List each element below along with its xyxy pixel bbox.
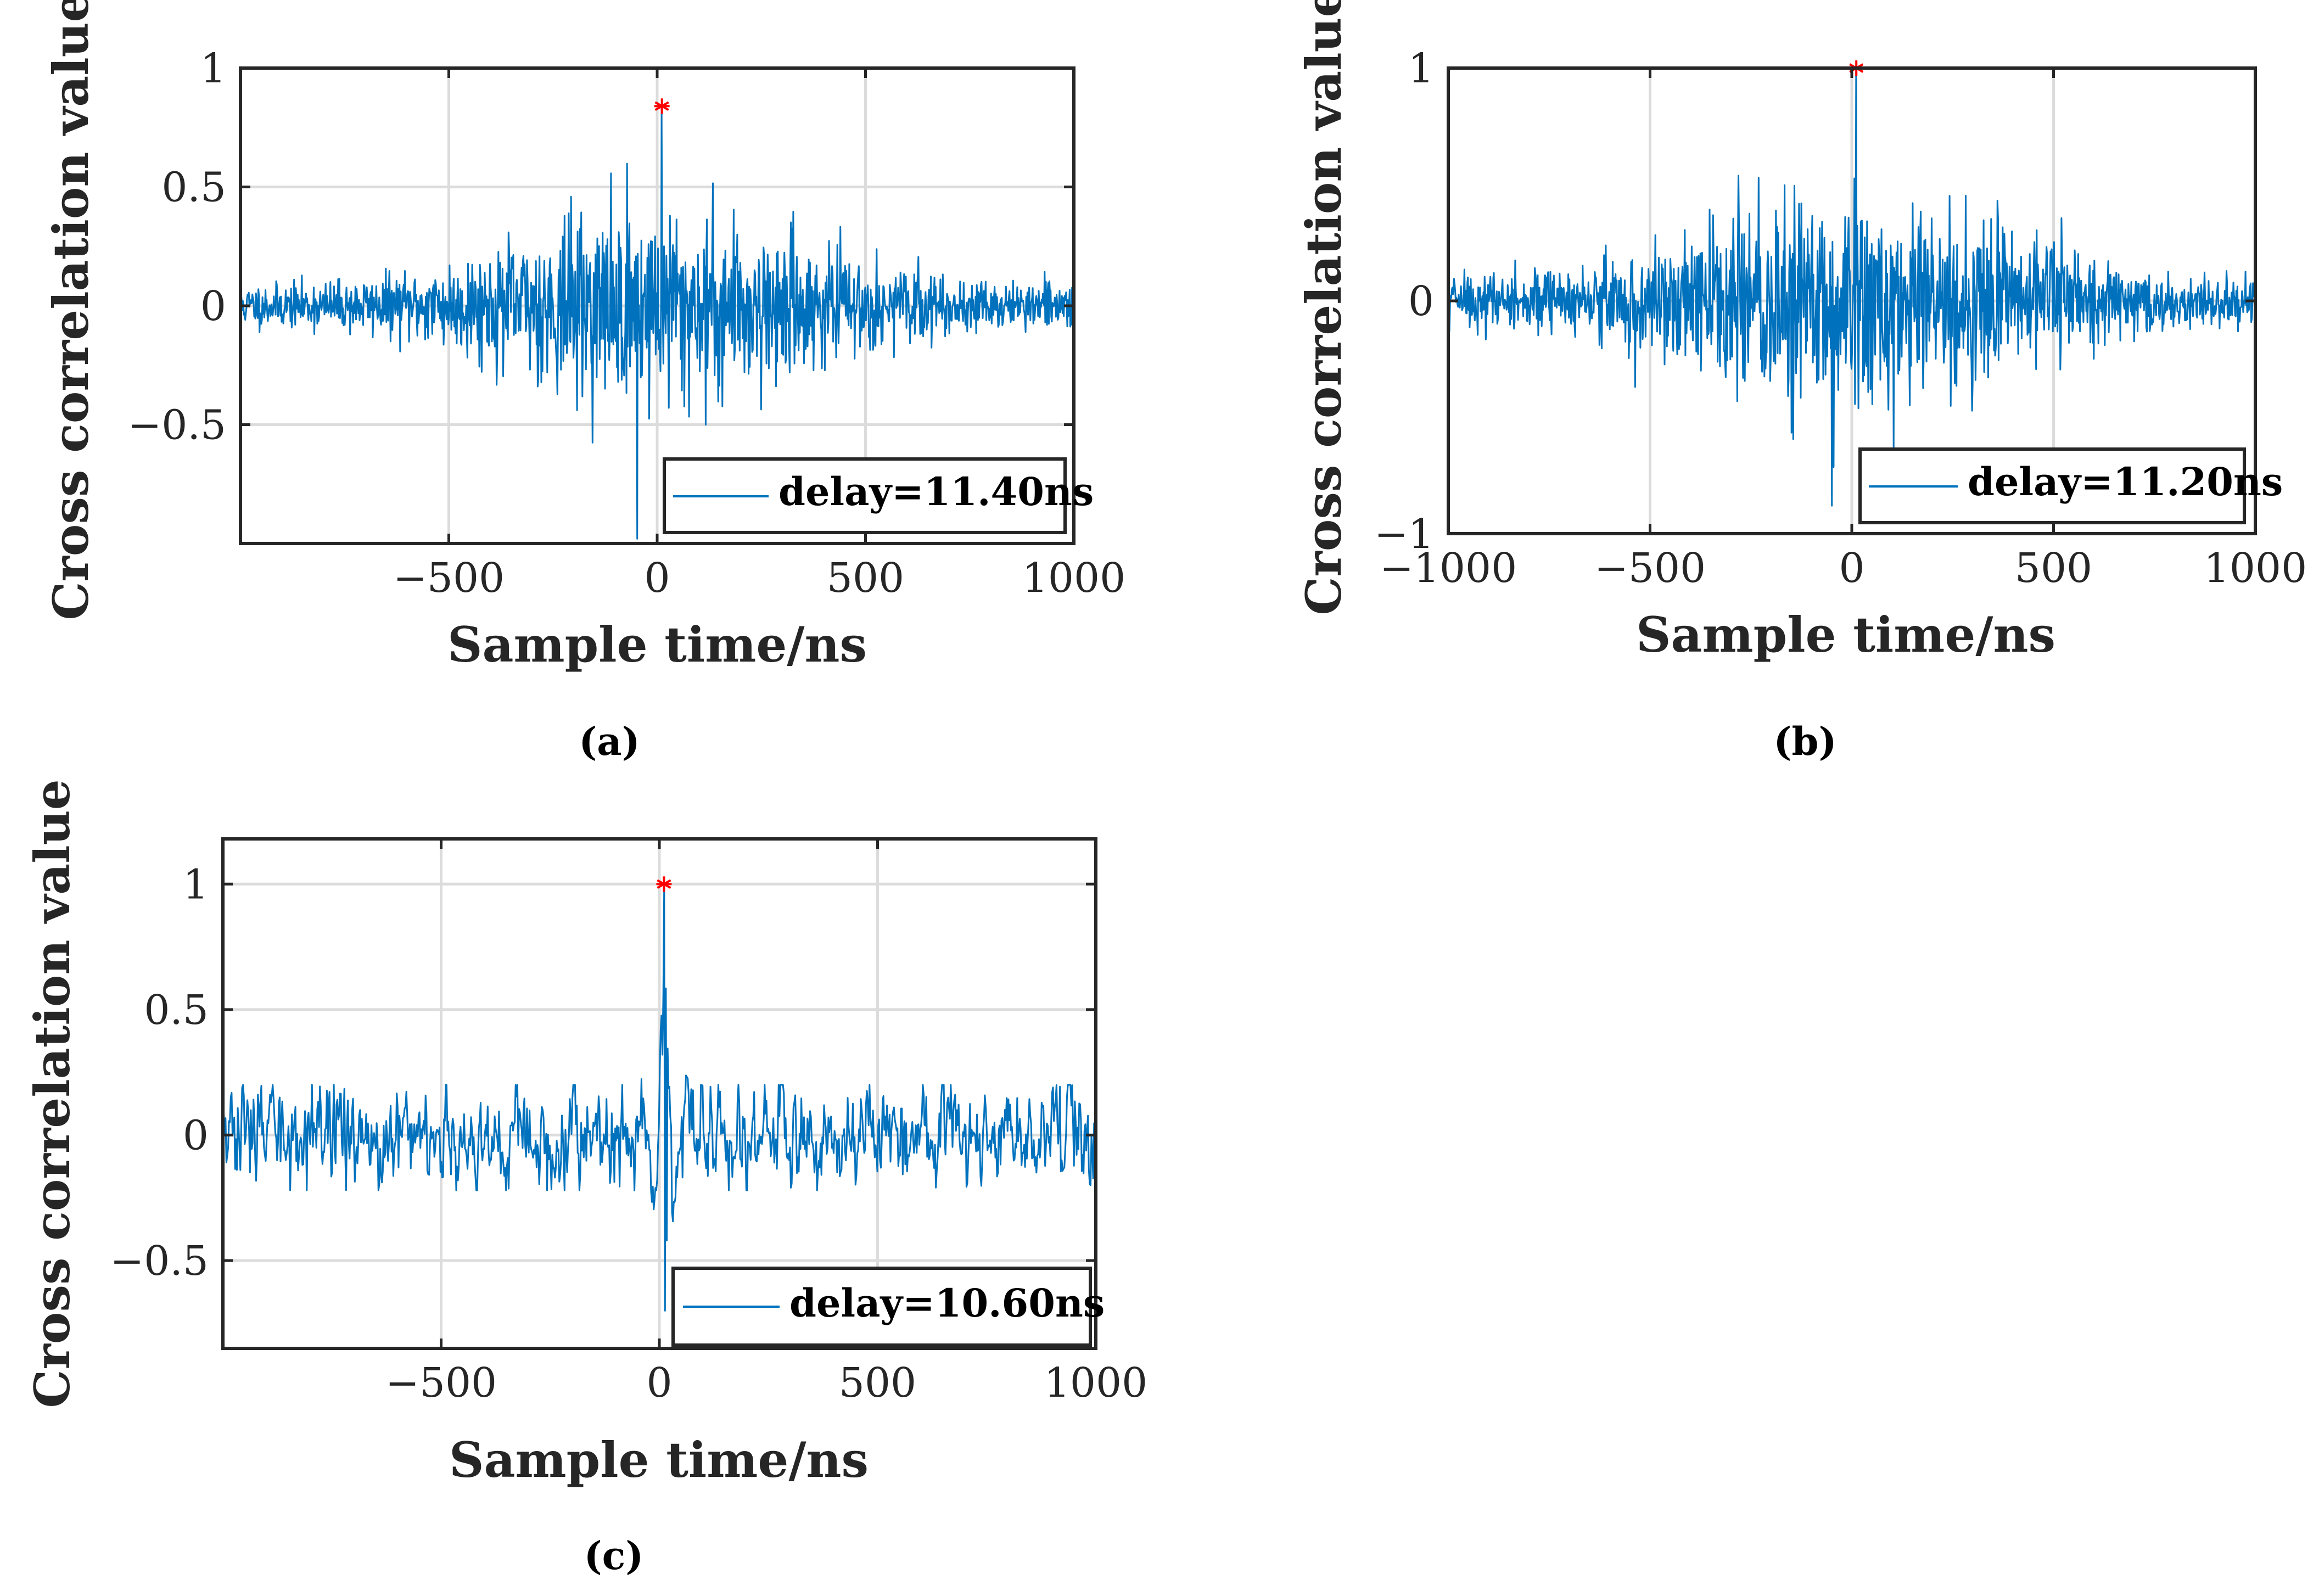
y-axis-label: Cross correlation value <box>24 779 81 1408</box>
x-tick-labels: −500 0 500 1000 <box>385 1359 1147 1407</box>
x-tick-label: 1000 <box>2204 545 2307 592</box>
y-tick-labels: −0.5 0 0.5 1 <box>110 861 209 1285</box>
series-path <box>1448 68 2255 507</box>
x-tick-label: −500 <box>385 1359 497 1407</box>
peak-marker <box>656 876 672 892</box>
y-tick-label: 0 <box>200 283 226 330</box>
series-line <box>223 883 1096 1312</box>
x-tick-label: 0 <box>646 1359 672 1407</box>
y-axis-label: Cross correlation value <box>1295 0 1352 615</box>
peak-marker <box>654 98 670 114</box>
y-tick-label: 0 <box>1408 278 1434 325</box>
x-tick-label: 1000 <box>1044 1359 1147 1407</box>
panel-c: −500 0 500 1000 −0.5 0 0.5 1 delay=10.60ns Sam… <box>24 779 1147 1578</box>
x-axis-label: Sample time/ns <box>1636 606 2055 663</box>
x-tick-label: 0 <box>1839 545 1864 592</box>
series-path <box>223 883 1096 1312</box>
axis-ticks <box>1447 66 2257 535</box>
series-line <box>240 105 1074 540</box>
legend: delay=11.20ns <box>1858 447 2283 524</box>
y-axis-label: Cross correlation value <box>42 0 99 620</box>
y-tick-label: −0.5 <box>127 402 226 449</box>
legend-label: delay=11.20ns <box>1968 459 2283 505</box>
panel-b: −1000 −500 0 500 1000 −1 0 1 delay=11.20ns Sam… <box>1295 0 2307 764</box>
axis-ticks <box>240 66 1076 544</box>
x-tick-label: 1000 <box>1022 555 1125 602</box>
x-tick-label: −500 <box>393 555 505 602</box>
x-tick-labels: −1000 −500 0 500 1000 <box>1380 545 2307 592</box>
x-tick-label: 0 <box>644 555 670 602</box>
y-tick-labels: −0.5 0 0.5 1 <box>127 45 226 449</box>
x-axis-label: Sample time/ns <box>447 616 867 673</box>
x-tick-label: 500 <box>839 1359 916 1407</box>
x-tick-label: 500 <box>827 555 904 602</box>
panel-caption: (c) <box>584 1533 644 1578</box>
y-tick-label: 1 <box>200 45 226 92</box>
peak-star <box>656 876 672 892</box>
peak-star <box>654 98 670 114</box>
y-tick-label: −1 <box>1374 511 1434 558</box>
x-tick-label: −1000 <box>1380 545 1517 592</box>
series-path <box>240 105 1074 540</box>
legend-label: delay=10.60ns <box>789 1280 1105 1326</box>
y-tick-label: 0 <box>183 1112 209 1159</box>
y-tick-labels: −1 0 1 <box>1374 45 1434 558</box>
x-axis-label: Sample time/ns <box>449 1431 869 1488</box>
x-tick-labels: −500 0 500 1000 <box>393 555 1125 602</box>
panel-caption: (a) <box>579 719 640 764</box>
legend: delay=11.40ns <box>663 457 1094 534</box>
panel-caption: (b) <box>1773 719 1836 764</box>
series-line <box>1448 68 2255 507</box>
y-tick-label: 1 <box>1408 45 1434 92</box>
y-tick-label: 0.5 <box>161 164 226 211</box>
legend: delay=10.60ns <box>671 1267 1105 1347</box>
y-tick-label: 1 <box>183 861 209 908</box>
x-tick-label: 500 <box>2015 545 2092 592</box>
y-tick-label: 0.5 <box>144 987 209 1034</box>
x-tick-label: −500 <box>1594 545 1706 592</box>
panel-a: −500 0 500 1000 −0.5 0 0.5 1 delay=11.40ns Sam… <box>42 0 1125 764</box>
legend-label: delay=11.40ns <box>778 469 1094 514</box>
y-tick-label: −0.5 <box>110 1237 209 1285</box>
